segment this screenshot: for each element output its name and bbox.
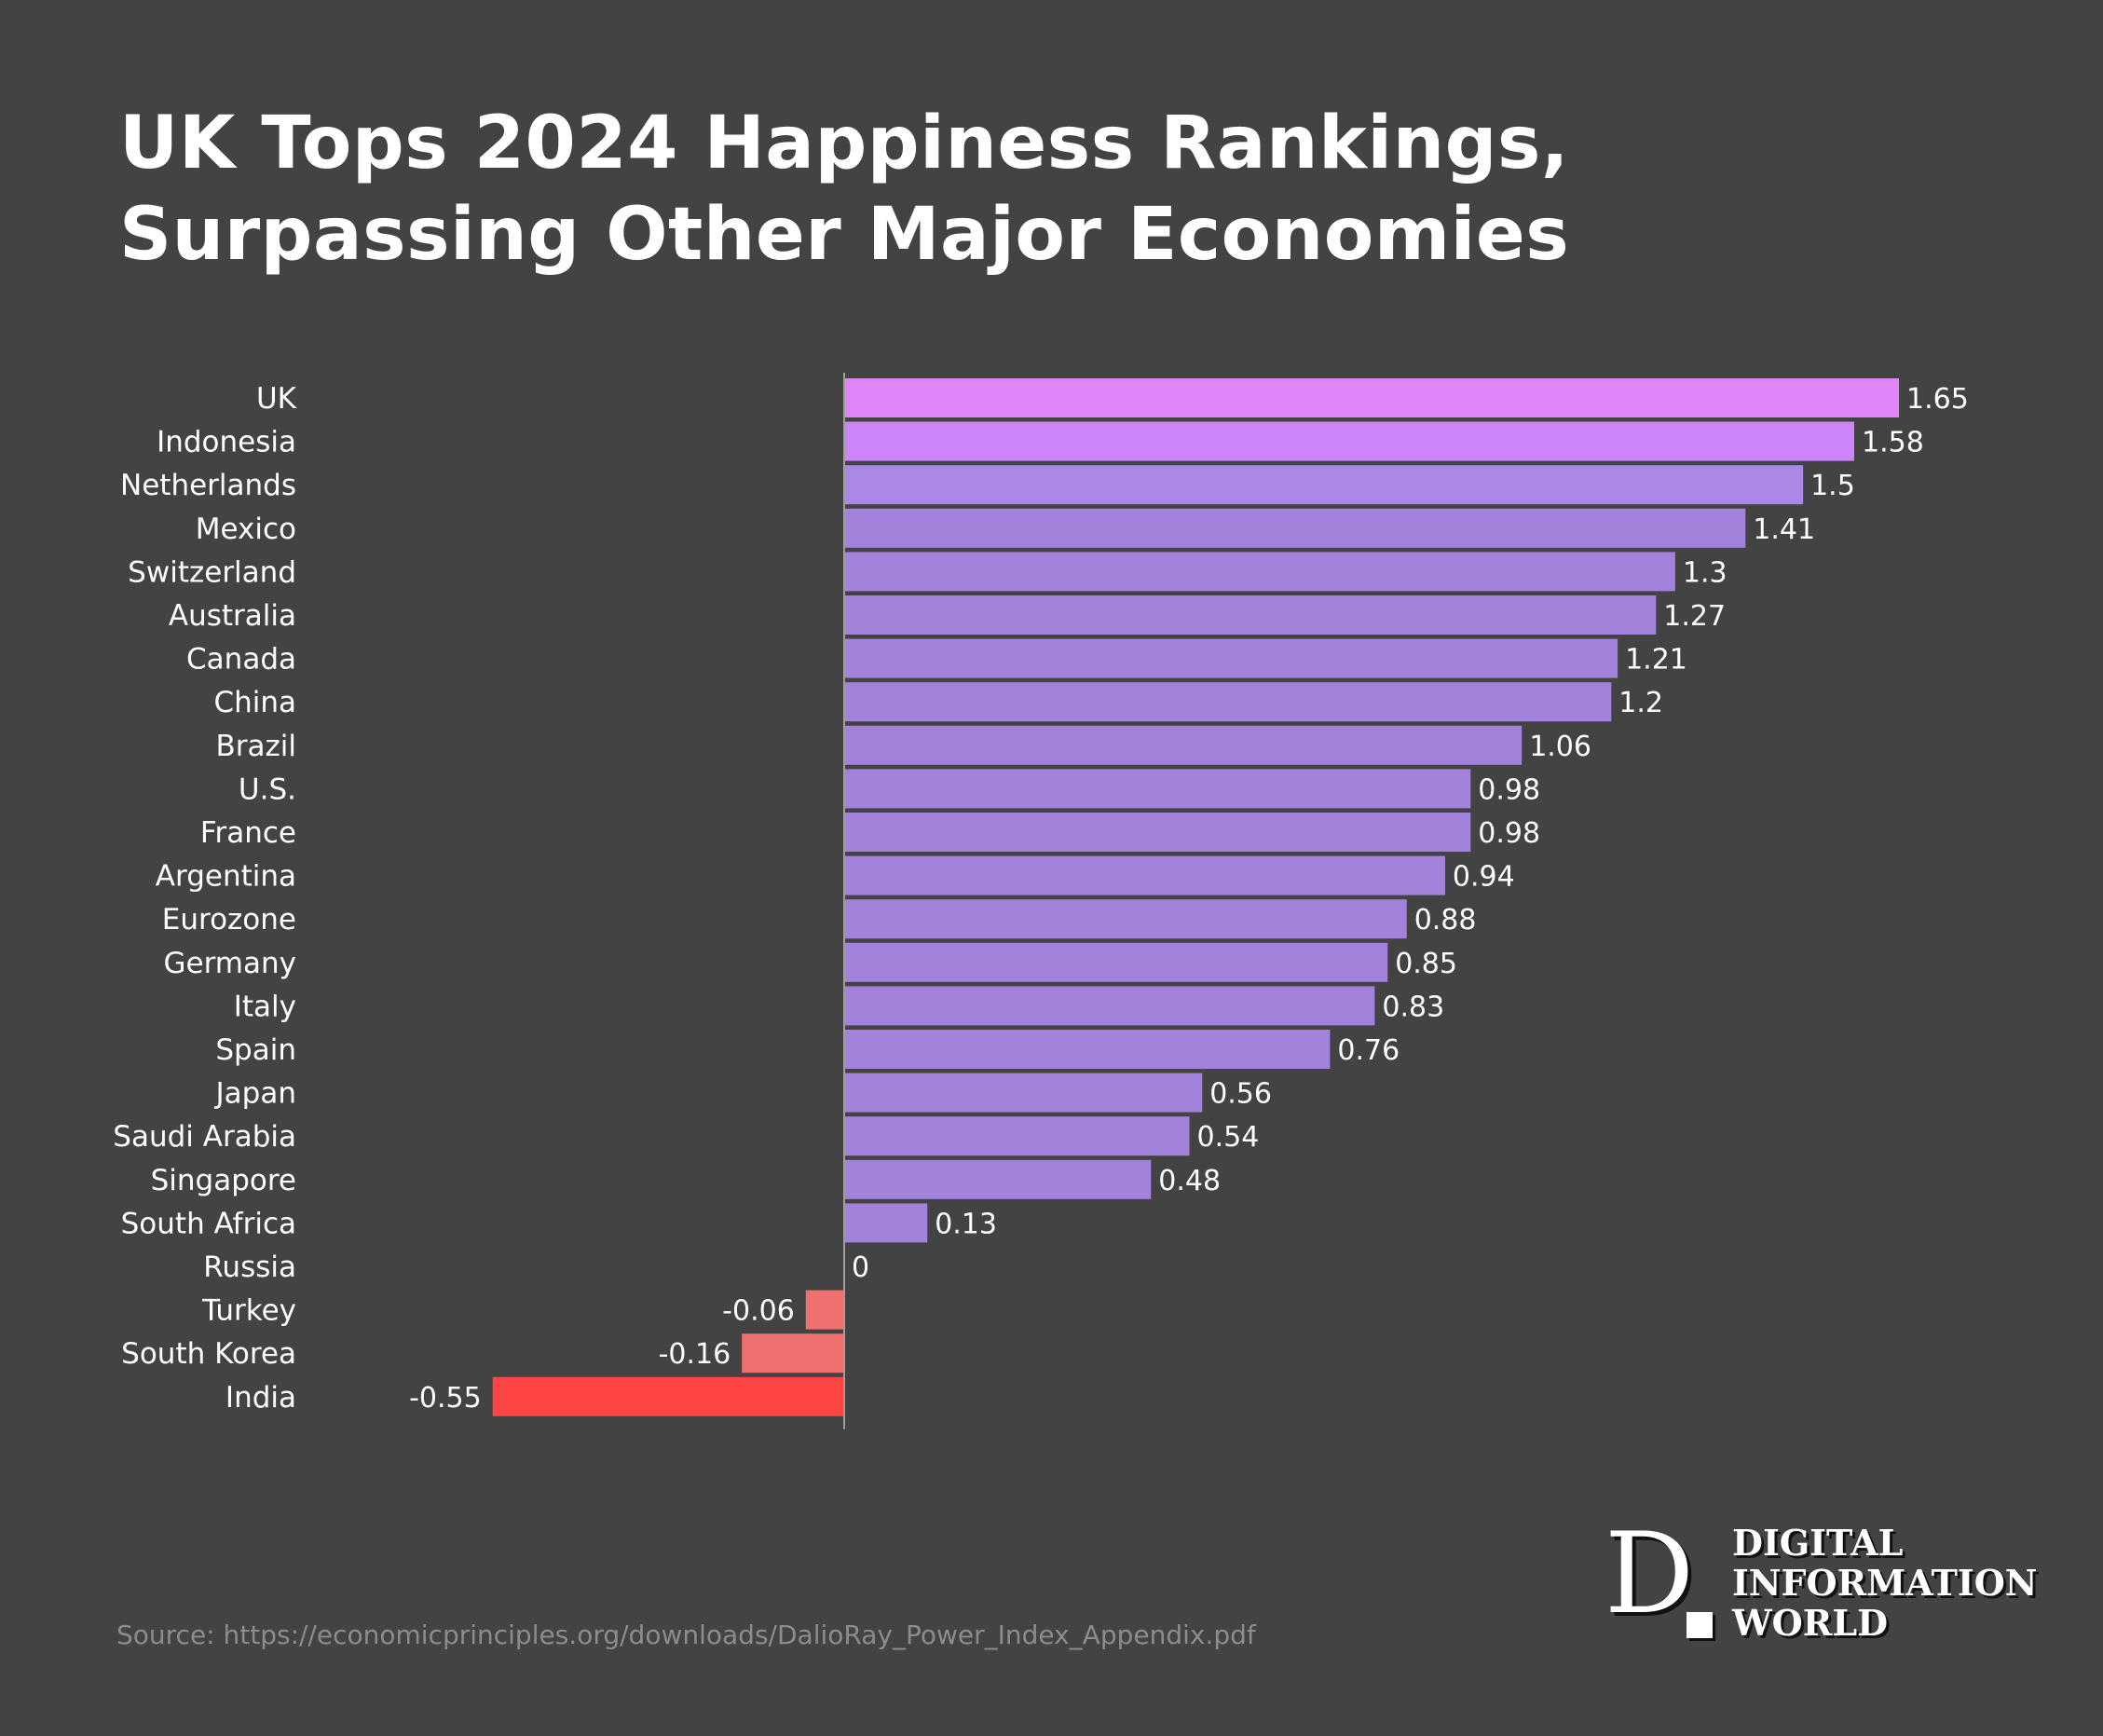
bar-netherlands [844, 465, 1804, 505]
bar-singapore [844, 1159, 1152, 1199]
logo-line-2: INFORMATION [1732, 1562, 2038, 1604]
value-label: 0.54 [1197, 1121, 1260, 1154]
value-label: 1.27 [1663, 600, 1726, 633]
category-label: Netherlands [120, 469, 296, 502]
value-label: 1.65 [1906, 383, 1969, 416]
bar-australia [844, 595, 1657, 635]
bar-italy [844, 986, 1375, 1026]
category-label: Spain [215, 1033, 296, 1067]
logo-letter: D [1605, 1510, 1695, 1639]
bar-saudi-arabia [844, 1116, 1190, 1156]
bar-argentina [844, 855, 1445, 895]
value-label: -0.55 [409, 1382, 482, 1415]
bar-south-korea [742, 1333, 844, 1374]
category-label: Russia [203, 1251, 296, 1284]
logo-line-1: DIGITAL [1732, 1522, 1904, 1564]
logo-text: DIGITAL INFORMATION WORLD [1732, 1523, 2038, 1643]
logo-square-icon [1686, 1612, 1713, 1638]
bar-brazil [844, 725, 1523, 765]
category-label: South Korea [121, 1337, 296, 1371]
category-label: Germany [164, 947, 296, 980]
category-label: India [225, 1381, 296, 1415]
category-label: Switzerland [128, 555, 296, 589]
value-label: -0.06 [722, 1295, 795, 1328]
bar-u-s [844, 769, 1471, 809]
value-label: 0.98 [1478, 773, 1540, 806]
bar-india [492, 1376, 844, 1416]
bar-indonesia [844, 421, 1854, 461]
category-label: U.S. [239, 772, 296, 806]
bar-canada [844, 638, 1618, 678]
category-label: Eurozone [162, 903, 296, 936]
logo-line-3: WORLD [1732, 1602, 1889, 1644]
brand-logo: D DIGITAL INFORMATION WORLD [1605, 1510, 2038, 1647]
bar-japan [844, 1073, 1203, 1113]
value-label: 1.2 [1618, 687, 1663, 719]
bar-china [844, 682, 1612, 722]
category-label: Canada [186, 643, 296, 677]
category-label: Australia [169, 599, 296, 633]
value-label: 0.83 [1382, 991, 1444, 1023]
bar-switzerland [844, 552, 1675, 592]
category-label: Argentina [156, 860, 296, 894]
bar-france [844, 813, 1471, 852]
bar-turkey [805, 1290, 844, 1330]
value-label: 0.76 [1337, 1034, 1400, 1067]
category-label: Singapore [151, 1164, 296, 1197]
value-label: 0.48 [1158, 1165, 1221, 1197]
category-label: South Africa [121, 1207, 296, 1240]
category-label: Saudi Arabia [113, 1120, 296, 1154]
bar-south-africa [844, 1203, 928, 1243]
category-label: Indonesia [157, 426, 296, 459]
category-label: UK [256, 382, 297, 416]
value-label: 0 [852, 1251, 869, 1284]
category-label: Japan [214, 1077, 296, 1111]
bars-layer [492, 378, 1899, 1416]
value-label: 1.06 [1529, 731, 1591, 763]
labels-layer: UK 1.65 Indonesia 1.58 Netherlands 1.5 Mexico 1… [113, 382, 1969, 1415]
bar-mexico [844, 508, 1746, 548]
value-label: 1.58 [1862, 427, 1924, 459]
value-label: 1.41 [1753, 513, 1815, 546]
category-label: France [200, 816, 296, 850]
value-label: 0.94 [1453, 861, 1515, 894]
bar-spain [844, 1030, 1331, 1069]
bar-germany [844, 942, 1388, 982]
value-label: 0.85 [1395, 948, 1457, 980]
chart-title: UK Tops 2024 Happiness Rankings, Surpass… [119, 102, 1570, 277]
category-label: Mexico [196, 513, 296, 546]
value-label: 0.13 [935, 1208, 997, 1240]
bar-uk [844, 378, 1899, 417]
category-label: Turkey [201, 1294, 296, 1328]
source-note: Source: https://economicprinciples.org/d… [116, 1620, 1256, 1650]
value-label: 0.98 [1478, 817, 1540, 850]
category-label: Brazil [215, 730, 296, 763]
category-label: Italy [234, 990, 296, 1023]
value-label: 1.5 [1810, 470, 1855, 502]
value-label: 1.21 [1625, 644, 1687, 677]
value-label: -0.16 [659, 1338, 731, 1371]
value-label: 0.88 [1414, 904, 1477, 936]
value-label: 1.3 [1683, 556, 1727, 589]
category-label: China [213, 686, 296, 719]
value-label: 0.56 [1209, 1078, 1272, 1111]
bar-eurozone [844, 899, 1407, 939]
